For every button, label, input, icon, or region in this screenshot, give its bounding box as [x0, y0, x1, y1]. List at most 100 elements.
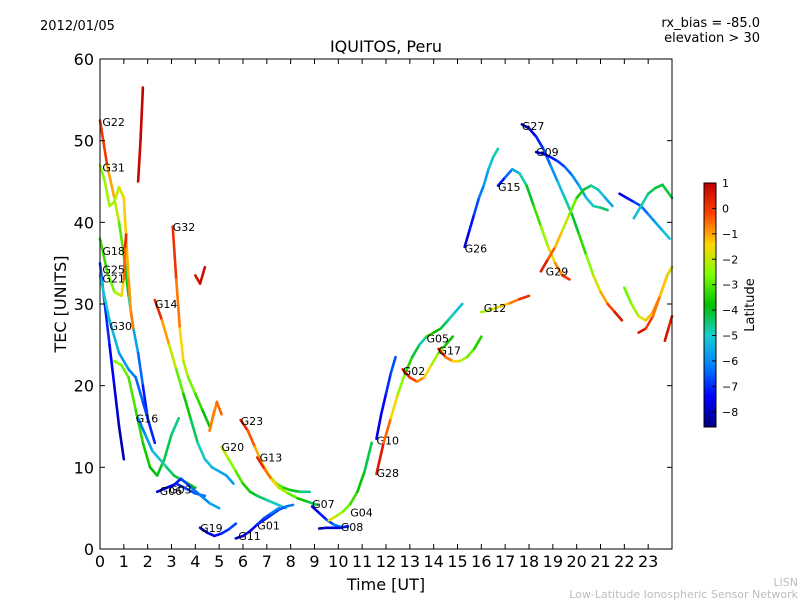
track-segment	[482, 167, 490, 187]
series-g18: G18	[98, 233, 128, 298]
track-segment	[120, 363, 130, 379]
track-segment	[379, 392, 388, 416]
track-segment	[418, 335, 428, 347]
colorbar-tick-label: −1	[722, 228, 738, 241]
track-segment	[275, 482, 285, 490]
track-segment	[105, 270, 116, 294]
track-segment	[227, 457, 238, 473]
prn-label: G06	[160, 485, 183, 498]
track-segment	[98, 163, 107, 183]
track-segment	[194, 392, 204, 412]
track-segment	[334, 510, 345, 518]
prn-label: G10	[376, 434, 399, 447]
prn-label: G03	[169, 483, 192, 496]
y-tick-label: 60	[74, 50, 94, 69]
track-segment	[658, 274, 669, 298]
track-segment	[389, 392, 400, 420]
series-g04: G04	[327, 441, 374, 522]
track-segment	[186, 376, 197, 396]
track-segment	[127, 278, 133, 314]
track-segment	[122, 245, 127, 281]
track-segment	[108, 319, 121, 355]
x-tick-label: 16	[471, 552, 491, 571]
track-segment	[136, 351, 145, 387]
track-segment	[127, 376, 138, 412]
track-segment	[534, 135, 545, 151]
y-tick-label: 40	[74, 213, 94, 232]
prn-label: G22	[102, 116, 125, 129]
track-segment	[132, 327, 140, 355]
prn-label: G15	[498, 181, 521, 194]
prn-label: G30	[110, 320, 133, 333]
track-segment	[348, 490, 359, 506]
track-segment	[158, 457, 169, 469]
track-segment	[277, 486, 290, 495]
x-tick-label: 2	[143, 552, 153, 571]
track-segment	[215, 400, 223, 416]
track-segment	[270, 506, 281, 515]
series-g08: G08	[317, 521, 364, 534]
track-segment	[225, 474, 235, 485]
track-segment	[263, 513, 273, 521]
track-segment	[584, 253, 595, 277]
colorbar-tick-label: −2	[722, 253, 738, 266]
track-segment	[584, 196, 595, 208]
track-segment	[665, 265, 674, 277]
x-tick-label: 18	[519, 552, 539, 571]
track-segment	[220, 528, 230, 535]
track-segment	[637, 327, 648, 334]
prn-label: G02	[403, 365, 426, 378]
track-segment	[623, 286, 633, 306]
track-segment	[606, 302, 617, 314]
track-segment	[491, 147, 500, 159]
series-g09: G09	[534, 146, 609, 212]
track-segment	[508, 297, 521, 305]
track-segment	[511, 167, 521, 175]
prn-label: G18	[102, 245, 125, 258]
prn-label: G23	[241, 415, 264, 428]
track-segment	[198, 493, 211, 505]
x-tick-label: 0	[95, 552, 105, 571]
track-segment	[208, 501, 221, 510]
track-segment	[255, 494, 269, 502]
track-segment	[277, 505, 288, 512]
colorbar-tick-label: −8	[722, 406, 738, 419]
track-segment	[639, 192, 650, 208]
x-tick-label: 12	[376, 552, 396, 571]
track-segment	[165, 466, 176, 477]
track-segment	[472, 335, 483, 351]
series-g30: G30	[110, 320, 180, 477]
series-g13: G13	[255, 452, 319, 507]
prn-label: G08	[341, 521, 364, 534]
track-segment	[644, 314, 655, 330]
track-segment	[577, 233, 588, 257]
track-segment	[241, 482, 252, 494]
track-segment	[489, 305, 502, 312]
track-segment	[189, 485, 202, 497]
track-segment	[646, 212, 657, 224]
track-segment	[539, 257, 550, 273]
track-segment	[255, 456, 266, 471]
track-segment	[561, 212, 571, 232]
track-segment	[263, 511, 273, 520]
track-segment	[444, 335, 455, 347]
series-g20: G20	[220, 441, 288, 510]
footer-org-short: LISN	[773, 576, 798, 589]
track-segment	[639, 204, 650, 216]
track-segment	[532, 204, 543, 228]
prn-label: G26	[465, 242, 488, 255]
track-segment	[122, 196, 128, 240]
track-segment	[184, 487, 197, 495]
prn-label: G14	[155, 298, 178, 311]
track-segment	[134, 376, 145, 404]
track-segment	[210, 466, 221, 473]
track-segment	[182, 392, 192, 420]
track-segment	[143, 433, 154, 453]
track-segment	[248, 523, 259, 533]
track-segment	[105, 163, 116, 200]
track-segment	[113, 384, 121, 428]
series-track-31	[618, 192, 671, 240]
series-track-35	[663, 314, 674, 343]
colorbar-tick-label: −6	[722, 355, 738, 368]
colorbar-tick-label: −7	[722, 380, 738, 393]
